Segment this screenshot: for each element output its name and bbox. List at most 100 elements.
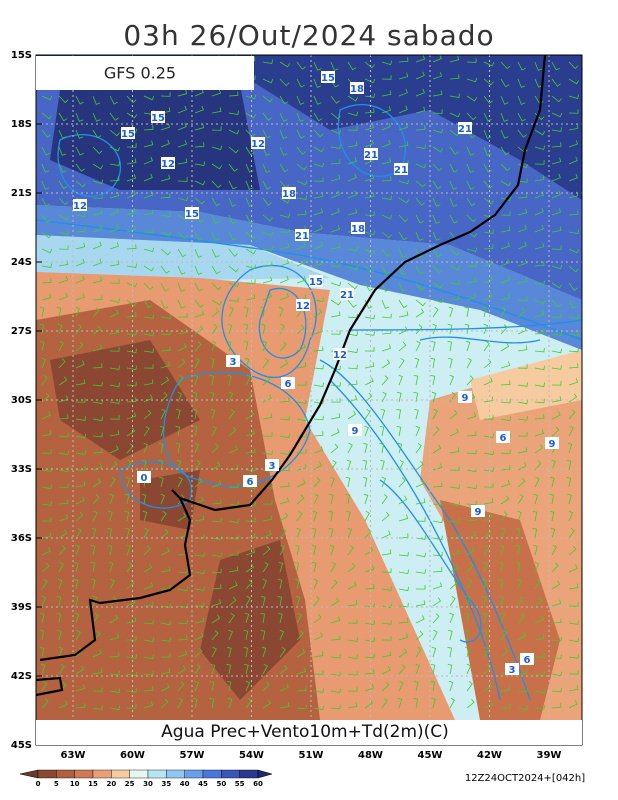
colorbar-swatch xyxy=(129,769,149,779)
wind-barb xyxy=(413,698,419,709)
wind-barb xyxy=(143,282,154,291)
contour-label-bg xyxy=(243,475,257,487)
wind-barb xyxy=(364,265,375,274)
wind-barb xyxy=(245,231,256,240)
contour-label-bg xyxy=(265,459,279,471)
wind-barb xyxy=(517,477,526,488)
wind-barb xyxy=(347,581,357,590)
wind-barb xyxy=(194,310,205,318)
lat-label: 36S xyxy=(11,533,32,544)
wind-barb xyxy=(414,408,419,420)
wind-barb xyxy=(143,637,154,643)
colorbar-label: 5 xyxy=(54,780,59,788)
wind-barb xyxy=(364,78,376,84)
wind-barb xyxy=(381,248,391,257)
wind-barb xyxy=(517,510,522,522)
wind-barb xyxy=(194,105,204,114)
wind-barb xyxy=(41,214,51,223)
wind-barb xyxy=(398,326,408,335)
wind-barb xyxy=(415,535,426,540)
wind-barb xyxy=(58,292,68,301)
wind-barb xyxy=(379,425,385,437)
wind-barb xyxy=(160,346,171,352)
wind-barb xyxy=(500,129,509,139)
wind-barb xyxy=(126,654,137,659)
wind-barb xyxy=(313,308,323,318)
wind-barb xyxy=(432,582,443,590)
wind-barb xyxy=(398,179,410,185)
wind-barb xyxy=(313,446,324,454)
wind-barb xyxy=(160,698,169,709)
wind-barb xyxy=(415,125,426,131)
wind-barb xyxy=(177,313,188,318)
wind-barb xyxy=(551,411,561,420)
wind-barb xyxy=(143,545,151,556)
wind-barb xyxy=(364,653,375,659)
wind-barb xyxy=(347,600,358,607)
lon-label: 42W xyxy=(477,750,502,761)
wind-barb xyxy=(75,416,86,421)
wind-barb xyxy=(228,566,239,573)
wind-barb xyxy=(126,263,137,268)
wind-barb xyxy=(517,416,528,421)
wind-barb xyxy=(160,330,171,336)
wind-barb xyxy=(262,146,271,156)
wind-barb xyxy=(194,325,204,335)
wind-barb xyxy=(58,112,68,122)
wind-barb xyxy=(296,479,306,488)
wind-barb xyxy=(109,415,120,420)
wind-barb xyxy=(398,299,408,309)
wind-barb xyxy=(296,210,307,216)
wind-barb xyxy=(381,476,387,488)
wind-barb xyxy=(483,513,493,522)
wind-barb xyxy=(551,396,562,403)
wind-barb xyxy=(398,141,409,148)
wind-barb xyxy=(211,425,217,437)
wind-barb xyxy=(483,450,495,456)
wind-barb xyxy=(75,323,82,335)
wind-barb xyxy=(466,95,478,102)
wind-barb xyxy=(398,680,404,692)
wind-barb xyxy=(466,357,472,369)
wind-barb xyxy=(227,323,233,335)
wind-barb xyxy=(279,482,290,488)
wind-barb xyxy=(381,391,387,403)
wind-barb xyxy=(313,297,324,303)
wind-barb xyxy=(279,163,289,173)
wind-barb xyxy=(431,391,437,403)
contour-label: 12 xyxy=(296,301,310,312)
wind-barb xyxy=(397,697,403,709)
wind-barb xyxy=(296,163,307,171)
wind-barb xyxy=(313,129,324,138)
wind-barb xyxy=(500,226,511,233)
wind-barb xyxy=(534,145,546,151)
wind-barb xyxy=(296,324,305,335)
wind-barb xyxy=(568,510,574,522)
wind-barb xyxy=(397,391,402,403)
contour-label: 18 xyxy=(351,224,365,235)
wind-barb xyxy=(415,106,426,114)
wind-barb xyxy=(330,413,341,420)
wind-barb xyxy=(415,663,420,675)
wind-barb xyxy=(41,248,53,254)
wind-barb xyxy=(447,323,453,335)
wind-barb xyxy=(58,395,69,403)
wind-barb xyxy=(279,528,287,539)
wind-barb xyxy=(415,517,426,522)
wind-barb xyxy=(262,95,273,103)
wind-barb xyxy=(415,630,424,641)
wind-barb xyxy=(92,307,100,318)
wind-barb xyxy=(432,298,444,304)
wind-barb xyxy=(245,374,251,386)
wind-barb xyxy=(261,323,266,335)
contour-label-bg xyxy=(137,471,151,483)
contour-label: 12 xyxy=(73,201,87,212)
wind-barb xyxy=(432,180,442,190)
wind-barb xyxy=(449,295,460,301)
wind-barb xyxy=(143,209,154,216)
wind-barb xyxy=(567,442,573,454)
wind-barb xyxy=(177,358,186,369)
wind-barb xyxy=(177,299,186,309)
wind-barb xyxy=(279,341,287,352)
